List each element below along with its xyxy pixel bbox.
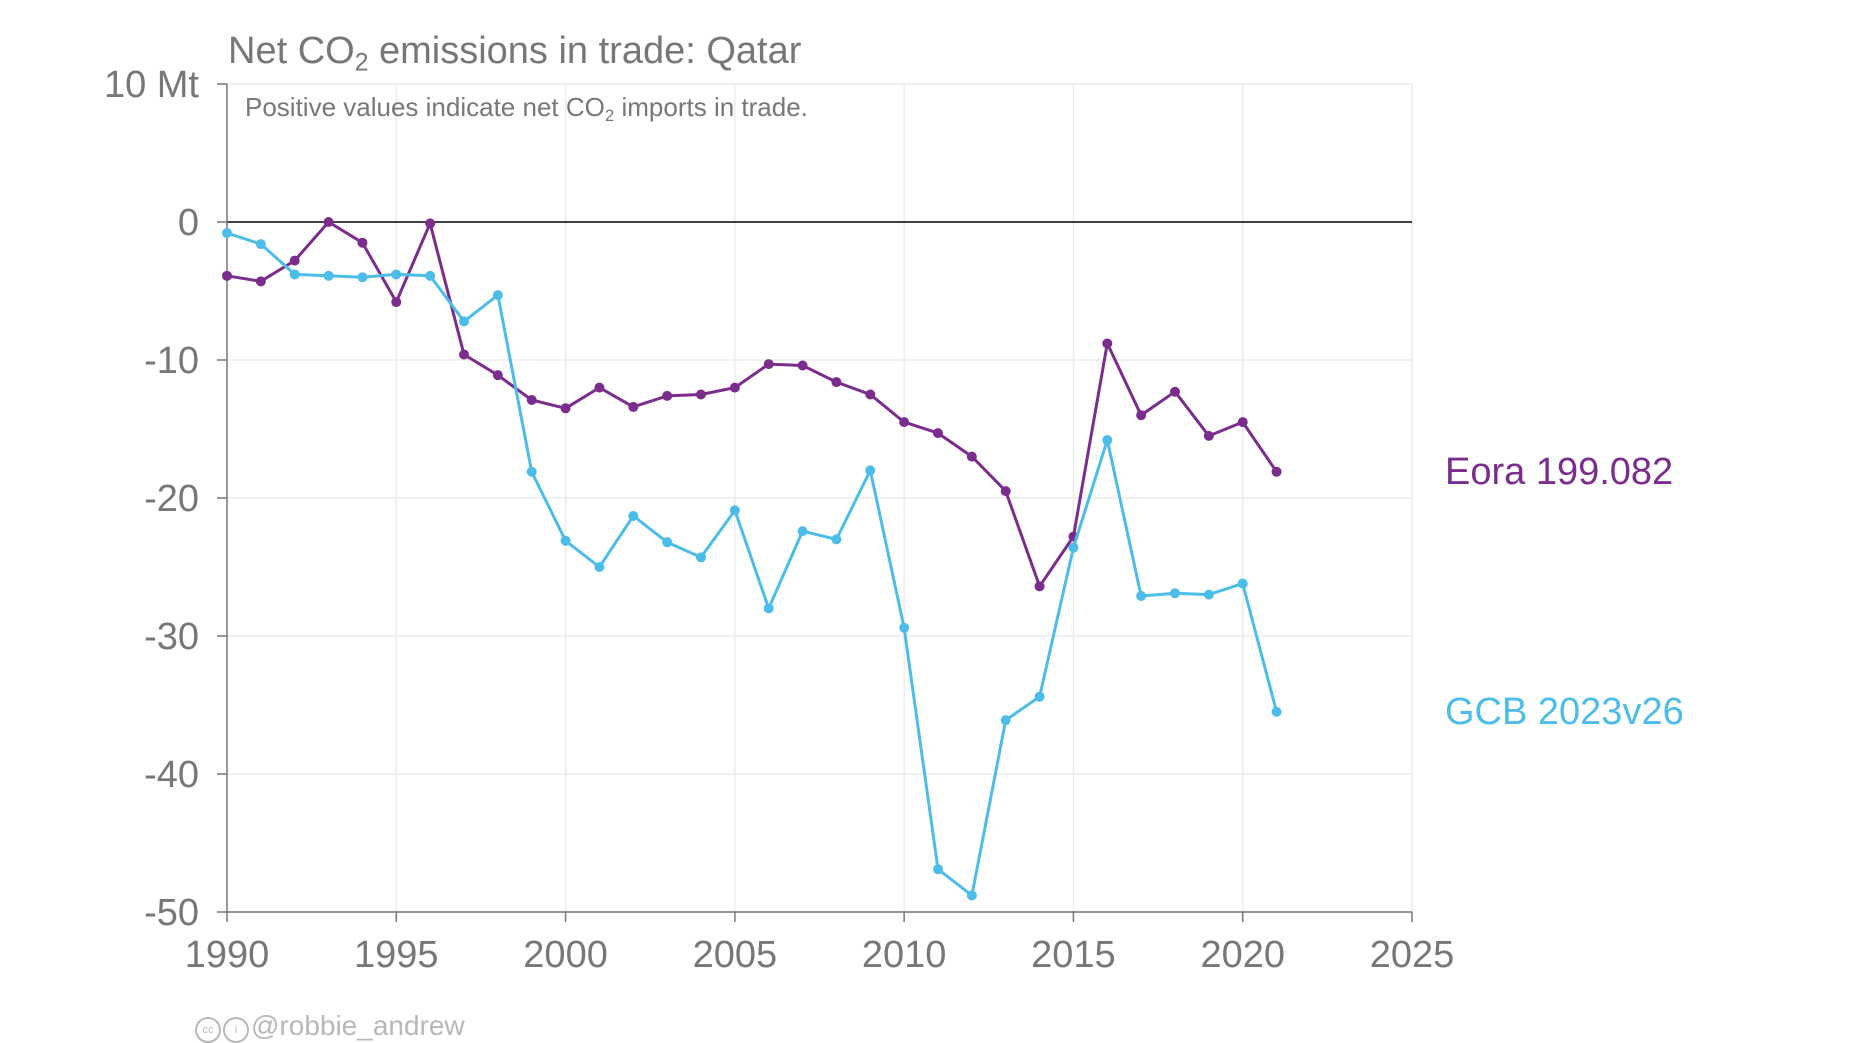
data-point [933, 428, 943, 439]
data-point [662, 537, 673, 548]
data-point [1102, 338, 1113, 349]
data-point [492, 370, 503, 381]
data-point [357, 272, 368, 283]
data-point [797, 526, 808, 537]
x-axis-ticks: 1990 1995 2000 2005 2010 2015 2020 2025 [185, 912, 1455, 976]
data-point [729, 505, 740, 516]
y-tick-label: -30 [144, 616, 199, 658]
data-point [662, 390, 673, 401]
x-tick-label: 2010 [862, 934, 947, 976]
data-point [1271, 466, 1282, 477]
data-point [831, 534, 842, 545]
data-point [560, 403, 571, 414]
x-tick-label: 2005 [693, 934, 778, 976]
y-axis-ticks: 10 Mt 0 -10 -20 -30 -40 -50 [104, 64, 227, 934]
data-point [425, 218, 436, 229]
data-point [492, 290, 503, 301]
data-point [763, 359, 774, 370]
x-tick-label: 1990 [185, 934, 270, 976]
x-tick-label: 1995 [354, 934, 439, 976]
data-point [459, 316, 469, 327]
data-point [1000, 715, 1011, 726]
data-point [391, 297, 402, 308]
y-tick-label: -50 [144, 892, 199, 934]
series-label-0: Eora 199.082 [1445, 451, 1673, 493]
data-point [966, 451, 977, 462]
data-point [526, 466, 537, 477]
x-tick-label: 2015 [1031, 934, 1116, 976]
chart-subtitle: Positive values indicate net CO2 imports… [245, 92, 808, 126]
data-point [865, 389, 876, 400]
data-point [526, 395, 537, 406]
data-point [696, 552, 706, 563]
data-point [357, 237, 368, 248]
data-point [255, 239, 266, 250]
data-point [323, 270, 334, 281]
y-tick-label: -10 [144, 340, 199, 382]
grid [227, 83, 1413, 913]
data-point [594, 562, 605, 572]
data-point [1068, 542, 1079, 553]
y-tick-label: 10 Mt [104, 64, 199, 106]
data-point [899, 622, 910, 633]
y-tick-label: 0 [178, 202, 199, 244]
chart-title: Net CO2 emissions in trade: Qatar [228, 30, 802, 77]
data-point [696, 389, 706, 400]
series-label-1: GCB 2023v26 [1445, 691, 1684, 733]
data-point [459, 349, 469, 360]
data-point [289, 269, 300, 280]
y-tick-label: -40 [144, 754, 199, 796]
data-point [594, 382, 605, 393]
data-point [1136, 590, 1147, 601]
data-point [323, 217, 334, 227]
series-line-0 [226, 220, 1278, 588]
data-point [222, 270, 232, 281]
data-point [729, 382, 740, 393]
data-point [797, 360, 808, 371]
credit-handle: @robbie_andrew [251, 1010, 465, 1041]
data-point [763, 603, 774, 614]
data-point [560, 535, 571, 546]
data-point [222, 228, 232, 239]
data-point [1271, 706, 1282, 717]
data-point [425, 270, 436, 281]
data-point [1034, 581, 1045, 592]
data-point [255, 276, 266, 287]
data-point [865, 465, 876, 476]
series-layer [222, 217, 1282, 901]
credit: cc i @robbie_andrew [195, 1010, 465, 1043]
data-point [966, 890, 977, 901]
series-labels: Eora 199.082 GCB 2023v26 [1445, 451, 1684, 733]
data-point [1237, 578, 1248, 589]
data-point [1237, 417, 1248, 428]
x-tick-label: 2025 [1370, 934, 1455, 976]
data-point [391, 269, 402, 280]
data-point [1000, 486, 1011, 497]
data-point [628, 401, 639, 412]
data-point [831, 377, 842, 388]
x-tick-label: 2000 [523, 934, 608, 976]
data-point [1034, 691, 1045, 702]
data-point [1102, 435, 1113, 446]
data-point [1203, 589, 1214, 600]
series-line-1 [226, 231, 1279, 897]
data-point [1170, 386, 1180, 397]
data-point [1136, 410, 1147, 421]
data-point [933, 864, 943, 875]
data-point [1170, 588, 1180, 599]
data-point [289, 255, 300, 266]
data-point [628, 510, 639, 521]
by-icon: i [223, 1017, 249, 1043]
y-tick-label: -20 [144, 478, 199, 520]
data-point [1203, 430, 1214, 441]
data-point [899, 417, 910, 428]
x-tick-label: 2020 [1200, 934, 1285, 976]
cc-icon: cc [195, 1017, 221, 1043]
